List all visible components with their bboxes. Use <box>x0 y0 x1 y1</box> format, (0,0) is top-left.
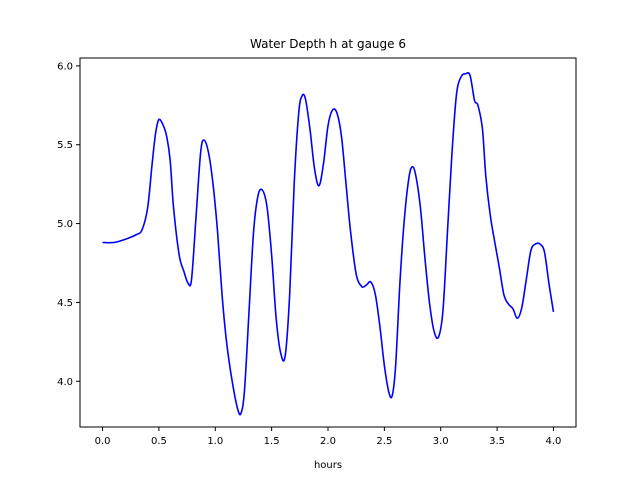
x-tick-label: 0.5 <box>151 436 167 447</box>
series-line-0 <box>102 71 555 416</box>
x-tick-label: 1.5 <box>264 436 280 447</box>
x-tick-label: 0.0 <box>95 436 111 447</box>
x-tick-label: 4.0 <box>546 436 562 447</box>
x-tick-label: 2.5 <box>376 436 392 447</box>
x-tick-label: 1.0 <box>207 436 223 447</box>
x-tick-label: 3.5 <box>489 436 505 447</box>
x-tick-label: 3.0 <box>433 436 449 447</box>
x-axis: 0.0 0.5 1.0 1.5 2.0 2.5 3.0 3.5 4.0 <box>95 427 562 447</box>
y-tick-label: 4.5 <box>57 298 73 309</box>
y-tick-label: 4.0 <box>57 377 73 388</box>
plot-area <box>102 71 555 416</box>
y-tick-label: 5.5 <box>57 140 73 151</box>
x-tick-label: 2.0 <box>320 436 336 447</box>
y-tick-label: 6.0 <box>57 61 73 72</box>
y-axis: 4.0 4.5 5.0 5.5 6.0 <box>57 61 80 388</box>
chart-title: Water Depth h at gauge 6 <box>250 37 406 51</box>
x-axis-label: hours <box>314 460 342 471</box>
y-tick-label: 5.0 <box>57 219 73 230</box>
